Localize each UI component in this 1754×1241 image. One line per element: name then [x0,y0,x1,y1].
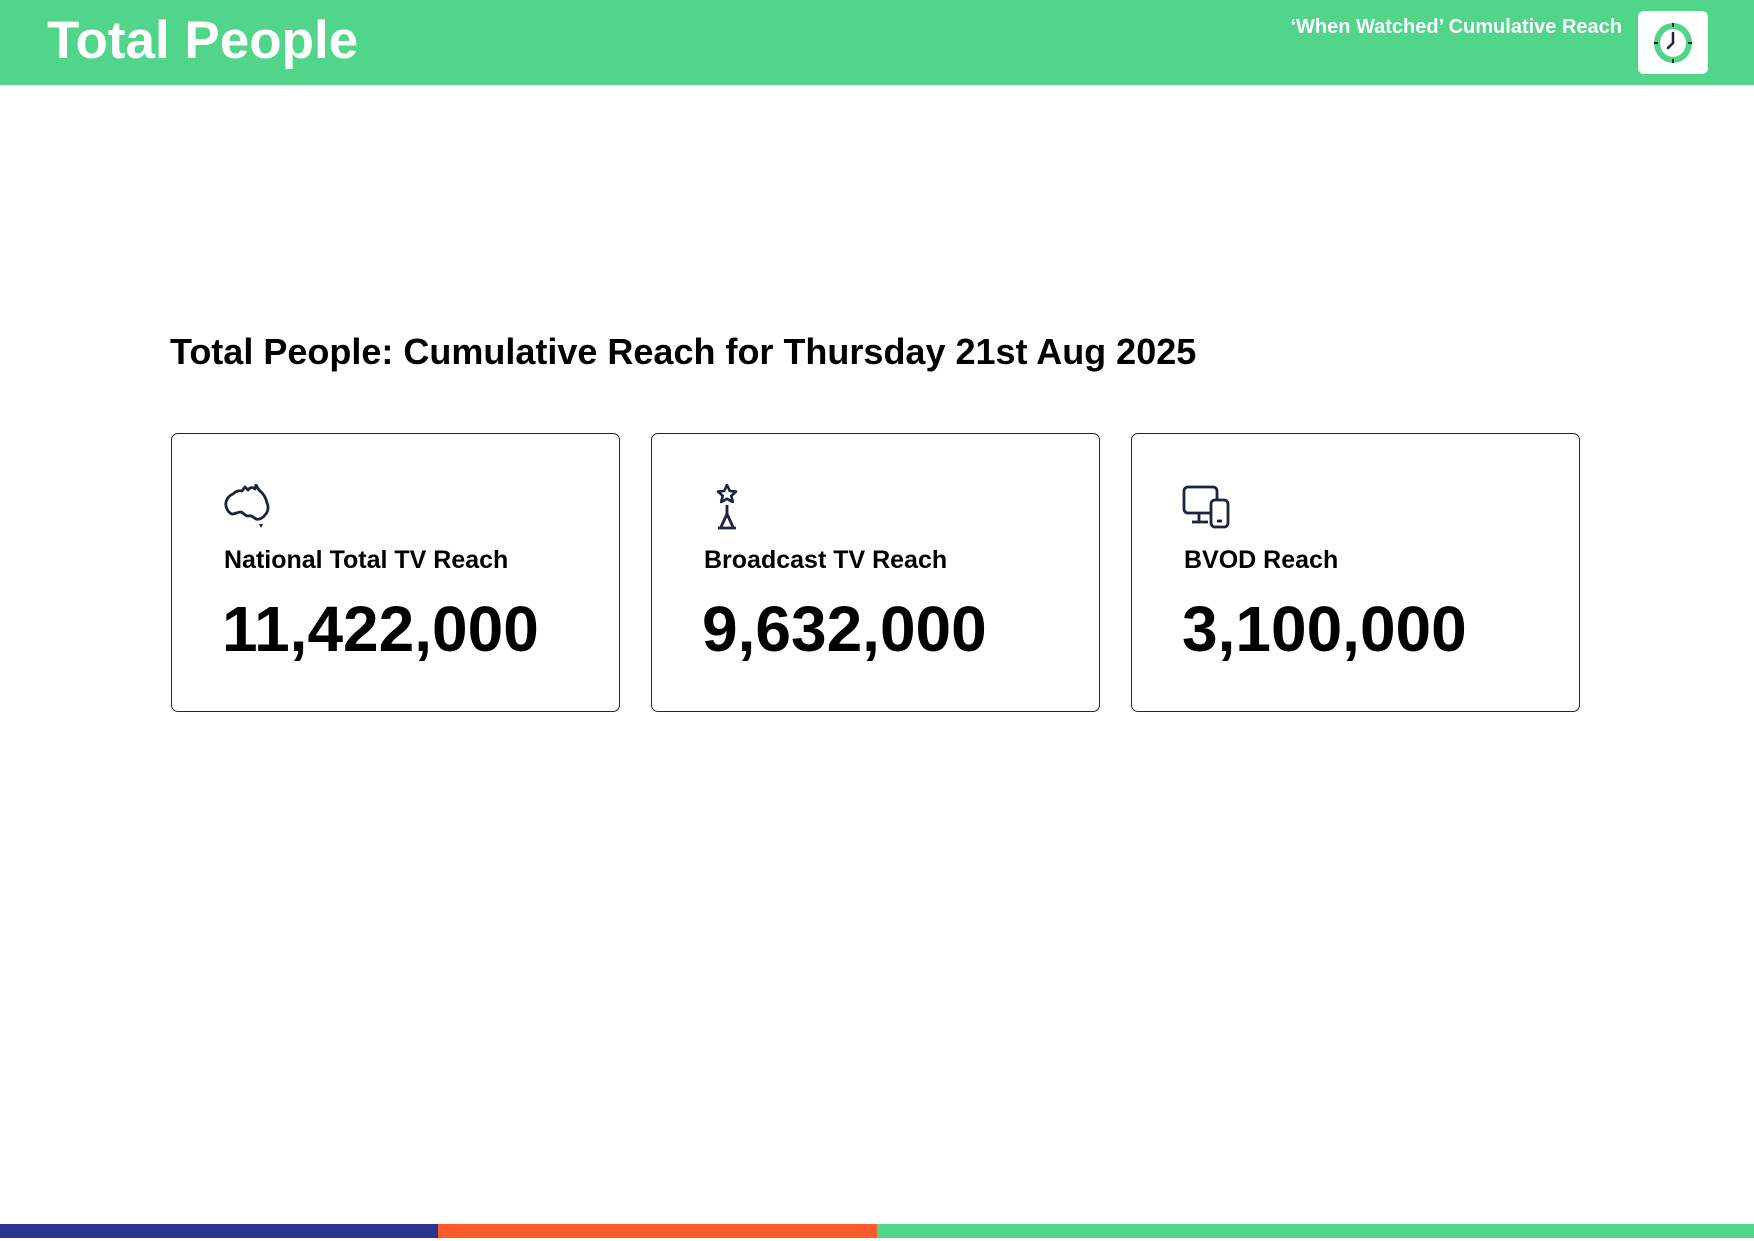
national-reach-card: National Total TV Reach 11,422,000 [171,433,620,712]
footer-segment-orange [438,1224,877,1238]
header-bar: Total People ‘When Watched’ Cumulative R… [0,0,1754,85]
card-value: 9,632,000 [702,593,987,665]
card-value: 11,422,000 [222,593,539,665]
page-title: Total People [47,11,359,70]
card-value: 3,100,000 [1182,593,1467,665]
bvod-reach-card: BVOD Reach 3,100,000 [1131,433,1580,712]
card-label: Broadcast TV Reach [704,546,948,574]
card-label: BVOD Reach [1184,546,1339,574]
footer-color-bar [0,1224,1754,1238]
card-label: National Total TV Reach [224,546,509,574]
report-subtitle: ‘When Watched’ Cumulative Reach [1290,16,1622,38]
australia-map-icon [224,484,270,528]
reach-heading: Total People: Cumulative Reach for Thurs… [170,331,1197,372]
devices-icon [1182,485,1230,529]
logo-badge [1638,11,1708,74]
footer-segment-green [877,1224,1754,1238]
clock-icon [1654,23,1692,63]
broadcast-reach-card: Broadcast TV Reach 9,632,000 [651,433,1100,712]
footer-segment-navy [0,1224,438,1238]
broadcast-tower-icon [716,484,738,530]
